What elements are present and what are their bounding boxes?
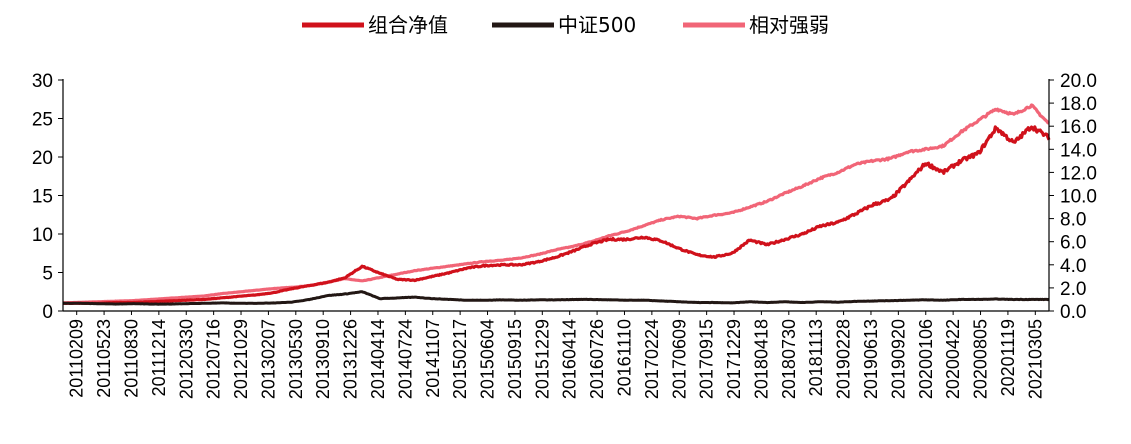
x-tick-label: 20190920 [888,319,908,399]
y-right-tick-label: 12.0 [1060,163,1097,184]
x-tick-label: 20150915 [505,319,525,399]
x-tick-label: 20151229 [532,319,552,399]
x-tick-label: 20130910 [313,319,333,399]
y-left-tick-label: 5 [42,264,53,285]
x-tick-label: 20120716 [204,319,224,399]
y-right-tick-label: 6.0 [1060,233,1086,254]
y-right-tick-label: 0.0 [1060,302,1086,323]
y-right-tick-label: 10.0 [1060,187,1097,208]
x-tick-label: 20190228 [834,319,854,399]
legend: 组合净值 中证500 相对强弱 [302,13,829,37]
x-tick-label: 20201119 [998,319,1018,396]
x-tick-label: 20110209 [67,319,87,398]
legend-label-0: 组合净值 [368,13,448,37]
x-tick-label: 20190613 [861,319,881,399]
y-right-tick-label: 14.0 [1060,140,1097,161]
y-left-tick-label: 15 [32,187,53,208]
y-left-tick-label: 20 [32,148,53,169]
x-tick-label: 20170915 [697,319,717,399]
x-tick-label: 20150217 [450,319,470,399]
x-tick-label: 20200106 [916,319,936,399]
x-tick-label: 20140414 [368,319,388,399]
axes: 0510152025300.02.04.06.08.010.012.014.01… [32,71,1097,399]
x-tick-label: 20170609 [669,319,689,399]
y-left-tick-label: 30 [32,71,53,92]
x-tick-label: 20130207 [258,319,278,399]
x-tick-label: 20161110 [614,319,634,396]
x-tick-label: 20181113 [806,319,826,396]
y-right-tick-label: 8.0 [1060,210,1086,231]
x-tick-label: 20200422 [943,319,963,399]
x-tick-label: 20150604 [478,319,498,399]
x-tick-label: 20170224 [642,319,662,399]
series-line-1 [62,290,1050,306]
x-tick-label: 20160414 [560,319,580,399]
x-tick-label: 20160726 [587,319,607,399]
x-tick-label: 20200805 [971,319,991,399]
x-tick-label: 20131226 [341,319,361,399]
y-left-tick-label: 10 [32,225,53,246]
y-left-tick-label: 0 [42,302,53,323]
legend-label-1: 中证500 [558,13,636,37]
legend-label-2: 相对强弱 [749,13,829,37]
x-tick-label: 20111214 [149,319,169,396]
x-tick-label: 20180418 [751,319,771,399]
y-right-tick-label: 2.0 [1060,279,1086,300]
x-tick-label: 20121029 [231,319,251,399]
x-tick-label: 20110830 [121,319,141,398]
x-tick-label: 20120330 [176,319,196,399]
x-tick-label: 20130530 [286,319,306,399]
x-tick-label: 20210305 [1025,319,1045,399]
y-right-tick-label: 16.0 [1060,117,1097,138]
series-line-2 [62,103,1050,305]
y-right-tick-label: 20.0 [1060,71,1097,92]
y-left-tick-label: 25 [32,110,53,131]
plot-lines [62,103,1051,306]
x-tick-label: 20171229 [724,319,744,399]
x-tick-label: 20141107 [423,319,443,398]
x-tick-label: 20180730 [779,319,799,399]
x-tick-label: 20110523 [94,319,114,398]
y-right-tick-label: 4.0 [1060,256,1086,277]
x-tick-label: 20140724 [395,319,415,399]
series-line-0 [62,125,1051,305]
y-right-tick-label: 18.0 [1060,94,1097,115]
